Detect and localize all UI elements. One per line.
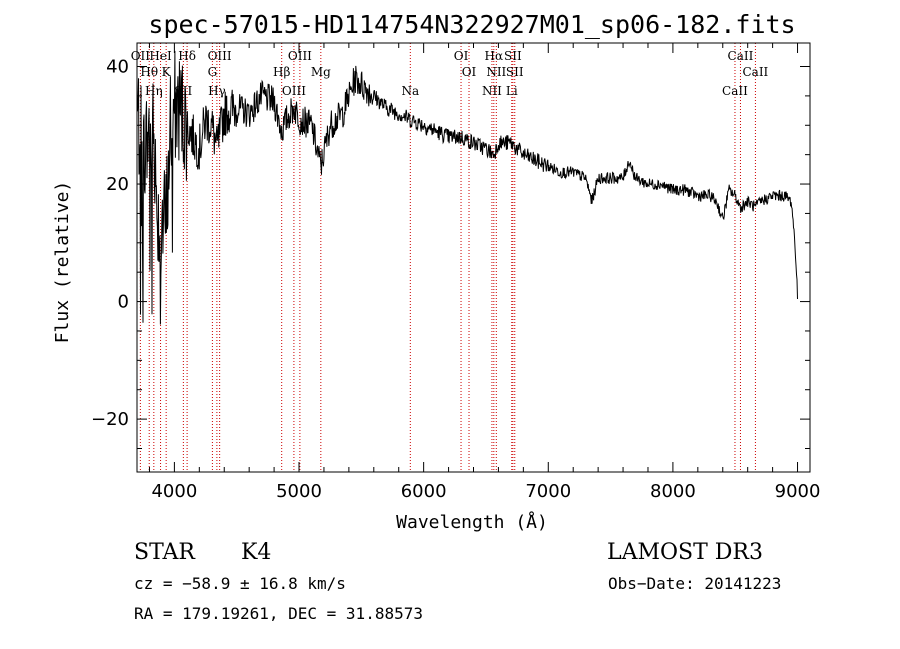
line-label-nii: NII [486,65,506,79]
line-label-h: Hγ [208,84,226,98]
spectrum-line [136,50,798,325]
x-tick-label: 4000 [151,481,197,502]
y-tick-label: 40 [106,57,129,78]
line-label-hei: HeI [149,49,172,63]
line-label-caii: CaII [742,65,768,79]
y-tick-label: 20 [106,174,129,195]
x-tick-label: 6000 [401,481,447,502]
spectrum-series [136,50,798,325]
spectral-line-labels: OIIHθHηHeIKSIIHδGHγOIIIHβOIIIOIIIMgNaOIO… [131,49,769,98]
line-label-li: Li [506,84,518,98]
x-tick-label: 8000 [650,481,696,502]
line-label-oiii: OIII [208,49,232,63]
line-label-sii: SII [175,84,193,98]
spectral-line-markers [139,43,756,472]
line-label-h: Hη [145,84,163,98]
line-label-na: Na [401,84,419,98]
line-label-caii: CaII [722,84,748,98]
line-label-sii: SII [506,65,524,79]
line-label-k: K [162,65,172,79]
line-label-oii: OII [131,49,151,63]
x-tick-label: 9000 [775,481,821,502]
line-label-mg: Mg [311,65,331,79]
line-label-caii: CaII [728,49,754,63]
line-label-g: G [208,65,218,79]
ra-dec-readout: RA = 179.19261, DEC = 31.88573 [134,604,423,623]
line-label-oiii: OIII [282,84,306,98]
line-label-oiii: OIII [288,49,312,63]
x-tick-label: 5000 [276,481,322,502]
chart-title: spec-57015-HD114754N322927M01_sp06-182.f… [148,10,795,39]
x-tick-label: 7000 [525,481,571,502]
line-label-nii: NII [482,84,502,98]
survey-name: LAMOST DR3 [607,540,763,565]
obs-date: Obs−Date: 20141223 [608,574,782,593]
line-label-oi: OI [454,49,469,63]
line-label-h: Hβ [273,65,290,79]
plot-frame [136,42,811,473]
line-label-sii: SII [504,49,522,63]
redshift-readout: cz = −58.9 ± 16.8 km/s [134,574,346,593]
line-label-oi: OI [462,65,477,79]
y-axis-label: Flux (relative) [52,181,73,344]
object-class: STAR [134,540,195,565]
axis-ticks: 4000 5000 6000 7000 8000 9000 −20 0 20 40 [91,43,820,502]
line-label-h: Hδ [178,49,196,63]
y-tick-label: −20 [91,409,129,430]
line-label-h: Hα [485,49,504,63]
line-label-h: Hθ [140,65,158,79]
y-tick-label: 0 [118,292,129,313]
x-axis-label: Wavelength (Å) [396,511,548,533]
object-subclass: K4 [241,540,272,565]
